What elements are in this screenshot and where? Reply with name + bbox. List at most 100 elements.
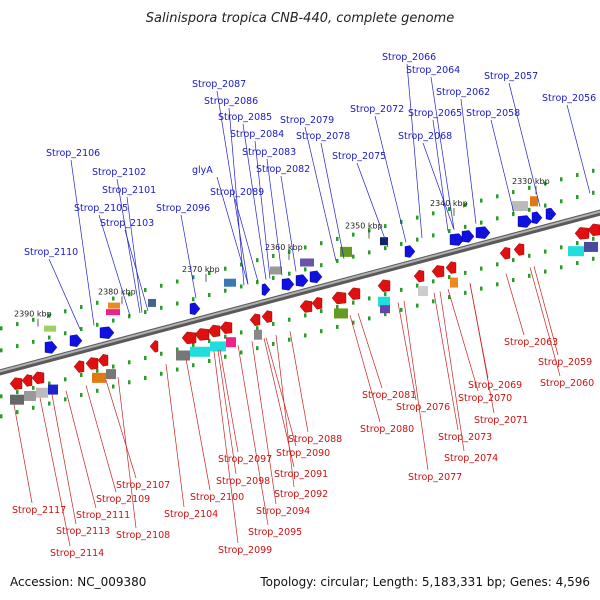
leader-line [320, 142, 345, 259]
minus-gene-arrow [311, 297, 323, 310]
minus-gene-arrow [331, 291, 347, 305]
plus-gene-arrow [404, 245, 416, 258]
guide-dash [160, 351, 163, 356]
feature-block [340, 246, 352, 257]
plus-gene-arrow [69, 334, 83, 347]
guide-dash [320, 263, 323, 268]
guide-dash [208, 358, 211, 363]
minus-gene-arrow [207, 324, 221, 338]
leader-line [356, 162, 389, 248]
feature-block [380, 305, 390, 314]
feature-block [36, 387, 48, 398]
plus-gene-arrow [475, 226, 491, 239]
gene-label-plus: Strop_2101 [102, 185, 156, 196]
gene-label-plus: Strop_2083 [242, 147, 296, 158]
guide-dash [448, 229, 451, 234]
guide-dash [304, 333, 307, 338]
gene-label-minus: Strop_2088 [288, 434, 342, 445]
guide-dash [224, 354, 227, 359]
guide-dash [144, 376, 147, 381]
feature-block [106, 369, 116, 380]
leader-line [280, 175, 297, 272]
feature-block [224, 278, 236, 287]
guide-dash [256, 326, 259, 331]
plus-gene-arrow [99, 326, 115, 339]
leader-line [85, 385, 117, 493]
guide-dash [288, 317, 291, 322]
leader-line [265, 337, 297, 447]
guide-dash [464, 270, 467, 275]
guide-dash [112, 318, 115, 323]
guide-dash [64, 309, 67, 314]
guide-dash [80, 327, 83, 332]
plus-gene-arrow [531, 211, 543, 224]
guide-dash [512, 258, 515, 263]
guide-dash [512, 212, 515, 217]
guide-dash [272, 321, 275, 326]
guide-dash [416, 215, 419, 220]
minus-gene-arrow [445, 261, 457, 274]
gene-label-plus: Strop_2068 [398, 131, 452, 142]
gene-label-plus: Strop_2075 [332, 151, 386, 162]
guide-dash [64, 377, 67, 382]
guide-dash [576, 195, 579, 200]
gene-label-minus: Strop_2097 [218, 454, 272, 465]
guide-dash [32, 405, 35, 410]
minus-gene-arrow [299, 300, 313, 313]
feature-block [48, 384, 58, 395]
guide-dash [128, 360, 131, 365]
leader-line [48, 258, 81, 330]
minus-gene-arrow [431, 265, 445, 278]
guide-dash [176, 367, 179, 372]
leader-line [397, 302, 417, 401]
leader-line [185, 358, 211, 491]
guide-dash [0, 326, 3, 331]
guide-dash [464, 290, 467, 295]
guide-dash [560, 199, 563, 204]
guide-dash [80, 305, 83, 310]
gene-label-minus: Strop_2114 [50, 548, 104, 559]
minus-gene-arrow [73, 360, 85, 373]
guide-dash [368, 296, 371, 301]
guide-dash [336, 304, 339, 309]
guide-dash [256, 346, 259, 351]
guide-dash [176, 301, 179, 306]
leader-line [70, 159, 95, 326]
guide-dash [496, 262, 499, 267]
minus-gene-arrow [587, 223, 600, 237]
guide-dash [464, 224, 467, 229]
genome-summary-text: Topology: circular; Length: 5,183,331 bp… [259, 575, 590, 589]
leader-line [105, 380, 137, 479]
plus-gene-arrow [261, 283, 271, 296]
leader-line [234, 198, 259, 282]
minus-gene-arrow [377, 279, 391, 292]
leader-line [374, 115, 407, 243]
plus-gene-arrow [281, 278, 295, 291]
guide-dash [384, 312, 387, 317]
gene-label-plus: Strop_2089 [210, 187, 264, 198]
plus-gene-arrow [517, 215, 533, 228]
feature-block [210, 341, 226, 352]
guide-dash [544, 269, 547, 274]
guide-dash [224, 288, 227, 293]
feature-block [380, 237, 388, 246]
leader-line [430, 76, 455, 230]
leader-line [216, 176, 249, 285]
plus-gene-arrow [189, 302, 201, 315]
gene-label-plus: glyA [192, 165, 213, 176]
guide-dash [480, 220, 483, 225]
guide-dash [512, 190, 515, 195]
tick-label: 2340 kbp [430, 199, 468, 208]
gene-label-minus: Strop_2059 [538, 357, 592, 368]
guide-dash [416, 283, 419, 288]
leader-line [349, 315, 381, 423]
guide-dash [48, 313, 51, 318]
guide-dash [336, 324, 339, 329]
genome-backbone [0, 209, 600, 376]
gene-label-minus: Strop_2098 [216, 476, 270, 487]
gene-label-plus: Strop_2064 [406, 65, 460, 76]
leader-line [505, 273, 525, 336]
leader-line [237, 344, 269, 526]
minus-gene-arrow [181, 331, 197, 345]
feature-block [24, 390, 36, 401]
